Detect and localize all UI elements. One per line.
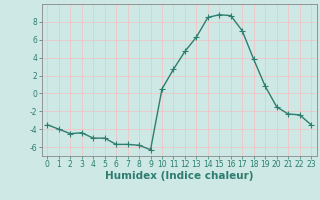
X-axis label: Humidex (Indice chaleur): Humidex (Indice chaleur) [105, 171, 253, 181]
